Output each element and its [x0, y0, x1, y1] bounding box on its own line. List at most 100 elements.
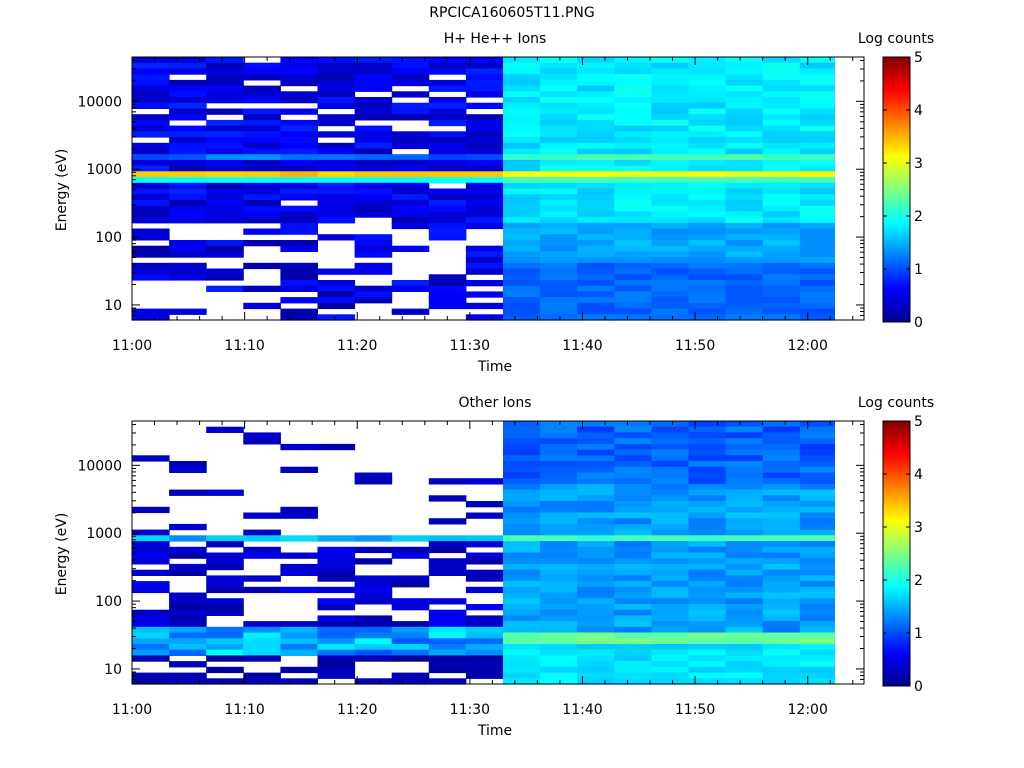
heatmap-cell [762, 581, 801, 588]
heatmap-cell [614, 205, 652, 212]
heatmap-cell [762, 501, 801, 508]
heatmap-cell [169, 626, 207, 634]
heatmap-cell [280, 97, 318, 104]
heatmap-cell [799, 598, 835, 605]
heatmap-cell [688, 655, 727, 662]
heatmap-cell [762, 563, 801, 571]
heatmap-cell [503, 621, 541, 628]
heatmap-cell [503, 432, 541, 439]
heatmap-cell [614, 199, 652, 207]
heatmap-cell [354, 472, 393, 479]
heatmap-cell [243, 678, 281, 685]
heatmap-cell [762, 257, 801, 264]
heatmap-cell [391, 604, 430, 611]
heatmap-cell [503, 655, 541, 662]
heatmap-cell [577, 74, 615, 81]
heatmap-cell [169, 217, 207, 224]
heatmap-cell [317, 638, 356, 645]
heatmap-cell [243, 438, 281, 445]
heatmap-cell [503, 512, 541, 519]
heatmap-cell [169, 159, 207, 167]
heatmap-cell [169, 609, 207, 616]
heatmap-cell [762, 592, 801, 599]
heatmap-cell [169, 114, 207, 121]
heatmap-cell [651, 581, 689, 588]
heatmap-cell [354, 478, 393, 485]
heatmap-cell [725, 222, 764, 230]
heatmap-cell [688, 85, 727, 92]
heatmap-cell [465, 655, 504, 662]
heatmap-cell [354, 262, 393, 270]
heatmap-cell [243, 199, 281, 207]
heatmap-cell [614, 97, 652, 104]
heatmap-cell [540, 228, 578, 235]
heatmap-cell [169, 678, 207, 685]
heatmap-cell [688, 678, 727, 685]
heatmap-cell [577, 495, 615, 502]
heatmap-cell [762, 644, 801, 651]
heatmap-cell [243, 188, 281, 195]
heatmap-cell [169, 523, 207, 531]
heatmap-cell [465, 558, 504, 565]
heatmap-cell [725, 466, 764, 473]
heatmap-cell [577, 426, 615, 433]
heatmap-cell [391, 182, 430, 190]
heatmap-cell [725, 661, 764, 668]
axes: 11:00 11:10 11:20 11:30 11:40 11:50 12:00 10 100… [77, 57, 864, 354]
heatmap-cell [317, 552, 356, 559]
heatmap-cell [614, 466, 652, 473]
heatmap-cell [614, 182, 652, 190]
heatmap-cell [688, 626, 727, 634]
heatmap-cell [243, 626, 281, 634]
heatmap-cell [540, 125, 578, 132]
heatmap-cell [503, 666, 541, 674]
x-tick-label: 11:00 [112, 702, 152, 718]
heatmap-cell [651, 240, 689, 247]
heatmap-cell [577, 251, 615, 258]
heatmap-cell [540, 119, 578, 127]
heatmap-cell [503, 285, 541, 292]
heatmap-cell [799, 638, 835, 645]
heatmap-cell [651, 131, 689, 138]
heatmap-cell [503, 199, 541, 207]
heatmap-cell [132, 541, 170, 548]
heatmap-cell [688, 234, 727, 241]
heatmap-cell [465, 314, 504, 321]
heatmap-cell [614, 297, 652, 304]
heatmap-cell [725, 592, 764, 599]
figure-title: RPCICA160605T11.PNG [429, 5, 595, 21]
heatmap-cell [206, 426, 244, 433]
heatmap-cell [465, 182, 504, 190]
heatmap-cell [688, 575, 727, 582]
heatmap-cell [651, 644, 689, 651]
panel-other-ions: Other Ions 11:00 11:10 11:20 11:30 11:40 11:5… [54, 395, 934, 739]
heatmap-cell [354, 79, 393, 87]
heatmap-cell [503, 154, 541, 161]
heatmap-cell [799, 97, 835, 104]
y-axis-label: Energy (eV) [54, 513, 70, 596]
heatmap-cell [651, 546, 689, 554]
heatmap-cell [206, 632, 244, 639]
heatmap-cell [799, 621, 835, 628]
heatmap-cell [614, 472, 652, 479]
heatmap-cell [317, 302, 356, 310]
heatmap-cell [762, 586, 801, 594]
heatmap-cell [503, 182, 541, 190]
heatmap-cell [725, 678, 764, 685]
colorbar [882, 56, 911, 323]
heatmap-cell [651, 501, 689, 508]
heatmap-cell [540, 62, 578, 69]
heatmap-cell [465, 148, 504, 155]
heatmap-cell [169, 672, 207, 679]
x-tick-label: 11:50 [675, 338, 715, 354]
heatmap-cell [280, 308, 318, 315]
heatmap-cell [725, 421, 764, 428]
y-tick-label: 10 [104, 662, 122, 678]
heatmap-cell [725, 182, 764, 190]
heatmap-cell [503, 518, 541, 525]
colorbar-label: Log counts [858, 31, 934, 47]
heatmap-cell [540, 280, 578, 287]
heatmap-cell [391, 285, 430, 292]
heatmap-cell [317, 314, 356, 321]
heatmap-cell [132, 649, 170, 656]
